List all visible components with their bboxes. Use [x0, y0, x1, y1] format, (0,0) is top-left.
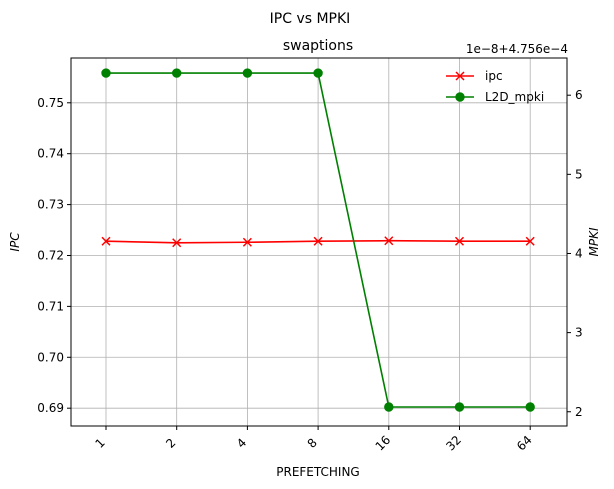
- y-right-tick-label: 6: [575, 88, 583, 102]
- data-point: [384, 402, 394, 412]
- y-axis-right-label: MPKI: [587, 227, 601, 256]
- y-left-tick-label: 0.70: [37, 350, 64, 364]
- y-left-tick-label: 0.71: [37, 299, 64, 313]
- legend-marker: [455, 92, 465, 102]
- y-axis-right: 2 3 4 5 6: [567, 88, 583, 419]
- x-axis-label: PREFETCHING: [276, 465, 359, 479]
- chart-suptitle: IPC vs MPKI: [270, 11, 351, 27]
- data-point: [172, 68, 182, 78]
- y-left-tick-label: 0.73: [37, 198, 64, 212]
- data-point: [454, 236, 465, 246]
- y-right-tick-label: 2: [575, 405, 583, 419]
- data-point: [101, 236, 111, 246]
- y-right-tick-label: 3: [575, 326, 583, 340]
- legend-label: L2D_mpki: [485, 90, 544, 104]
- data-point: [525, 236, 535, 246]
- x-axis: 1 2 4 8 16 32 64: [93, 426, 535, 454]
- x-tick-label: 2: [163, 436, 178, 451]
- data-point: [101, 68, 111, 78]
- data-point: [313, 236, 323, 246]
- y-left-tick-label: 0.75: [37, 96, 64, 110]
- x-tick-label: 16: [373, 433, 394, 454]
- data-point: [242, 237, 252, 247]
- right-axis-offset-text: 1e−8+4.756e−4: [466, 42, 568, 56]
- y-left-tick-label: 0.69: [37, 401, 64, 415]
- x-tick-label: 4: [234, 436, 249, 451]
- x-tick-label: 1: [93, 436, 108, 451]
- y-left-tick-label: 0.72: [37, 248, 64, 262]
- y-left-tick-label: 0.74: [37, 147, 64, 161]
- chart-title: swaptions: [283, 38, 353, 54]
- plot-frame: [70, 57, 568, 427]
- x-tick-label: 64: [514, 433, 535, 454]
- data-point: [242, 68, 253, 78]
- data-point: [384, 236, 394, 246]
- data-point: [172, 238, 182, 248]
- series-layer: [101, 68, 535, 412]
- x-tick-label: 8: [305, 436, 320, 451]
- data-point: [454, 402, 465, 412]
- data-point: [525, 402, 535, 412]
- y-axis-left: 0.69 0.70 0.71 0.72 0.73 0.74 0.75: [37, 96, 71, 415]
- legend: ipc L2D_mpki: [446, 69, 544, 104]
- y-right-tick-label: 4: [575, 246, 583, 260]
- y-axis-left-label: IPC: [8, 232, 22, 252]
- legend-label: ipc: [485, 69, 503, 83]
- y-right-tick-label: 5: [575, 167, 583, 181]
- data-point: [313, 68, 323, 78]
- legend-marker: [455, 71, 465, 81]
- x-tick-label: 32: [443, 433, 464, 454]
